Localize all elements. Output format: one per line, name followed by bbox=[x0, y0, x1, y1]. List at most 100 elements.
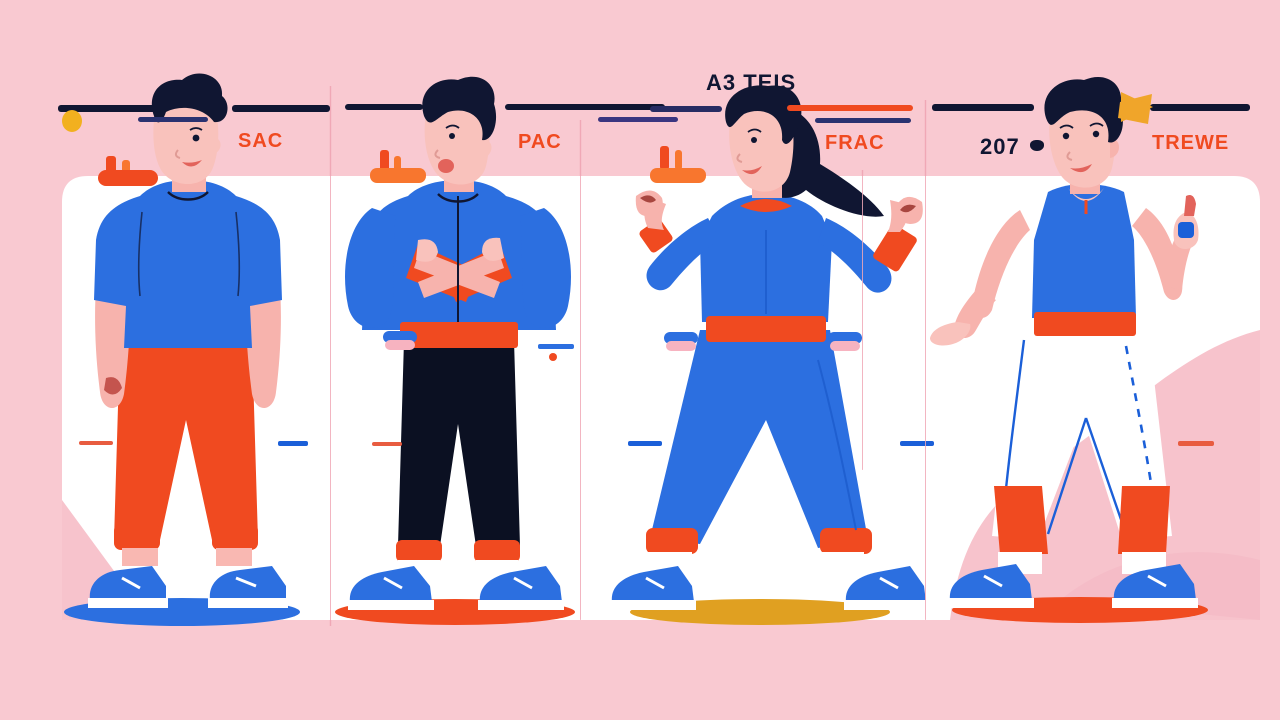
figure-4-mouth bbox=[1070, 164, 1092, 173]
figure-1-head bbox=[153, 104, 219, 185]
figure-4-tank bbox=[1032, 184, 1136, 318]
figure-4-eye-right bbox=[1092, 130, 1100, 138]
figure-3-hair-front bbox=[725, 85, 802, 144]
label-2: PAC bbox=[518, 131, 562, 153]
figure-3-waistband bbox=[706, 316, 826, 342]
figure-2-shoe-laces bbox=[383, 576, 533, 590]
figure-3-nails-left bbox=[640, 195, 656, 203]
label-4: FRAC bbox=[825, 132, 885, 154]
figure-1-brow bbox=[189, 127, 203, 131]
figure-1-shoe-left bbox=[89, 566, 166, 600]
figure-2-nose bbox=[434, 149, 441, 159]
pill-pink-3 bbox=[666, 341, 696, 351]
figure-4-legwarmer-left bbox=[994, 486, 1048, 554]
figure-4-tank-neck bbox=[1068, 188, 1104, 201]
figure-2-group bbox=[335, 76, 575, 625]
figure-1-shoe-left-sole bbox=[88, 598, 168, 608]
bar-4 bbox=[345, 104, 423, 110]
bar-7 bbox=[650, 106, 722, 112]
dash-orange-r bbox=[1178, 441, 1214, 446]
figure-3-collar bbox=[740, 199, 792, 212]
figure-2-sleeve-left bbox=[345, 208, 396, 329]
figure-3-cuff-arm-left bbox=[639, 219, 673, 253]
figure-3-arm-left bbox=[646, 218, 720, 291]
figure-2-shoe-right-sole bbox=[478, 600, 564, 610]
figure-2-barbell-icon bbox=[370, 150, 426, 183]
pill-pink-1 bbox=[385, 340, 415, 350]
figure-1-mouth bbox=[182, 160, 202, 167]
figure-3-group bbox=[610, 85, 930, 625]
figure-2-sleeve-right bbox=[520, 208, 571, 329]
figure-3-barbell-icon bbox=[650, 146, 706, 183]
figure-2-shoe-left bbox=[349, 566, 432, 602]
figure-2-hair bbox=[422, 76, 497, 141]
figure-3-mouth bbox=[742, 166, 762, 175]
figure-3-nails-right bbox=[900, 204, 916, 213]
bar-10 bbox=[932, 104, 1034, 111]
figure-1-cuff-right bbox=[212, 524, 258, 550]
bar-9 bbox=[815, 118, 911, 123]
figure-3-head bbox=[729, 106, 794, 192]
dash-orange-m bbox=[372, 442, 402, 446]
figure-4-shoe-laces bbox=[983, 574, 1167, 588]
figure-1-ear bbox=[212, 137, 221, 154]
figure-4-brow-left bbox=[1059, 124, 1074, 129]
figure-4-hair bbox=[1044, 76, 1123, 143]
dash-blue-m bbox=[628, 441, 662, 446]
figure-2-ear bbox=[484, 140, 492, 158]
figure-4-group bbox=[930, 76, 1208, 623]
figure-2-forearm-right bbox=[418, 250, 504, 298]
figure-3-shoe-right-sole bbox=[844, 600, 930, 610]
figure-3-shoe-left-sole bbox=[610, 600, 696, 610]
lane-4 bbox=[862, 170, 863, 470]
dot-navy bbox=[1030, 140, 1044, 151]
figure-2-shoe-left-sole bbox=[348, 600, 434, 610]
figure-1-group bbox=[64, 73, 300, 626]
dash-orange-l bbox=[79, 441, 113, 445]
figure-3-arm-right bbox=[818, 218, 892, 293]
figure-1-pants bbox=[114, 340, 258, 540]
figure-4-seam-mid bbox=[1046, 417, 1128, 535]
pill-pink-4 bbox=[830, 341, 860, 351]
figure-3-eye bbox=[751, 137, 757, 143]
figure-3-brow bbox=[747, 128, 762, 133]
figure-3-cuff-right bbox=[820, 528, 872, 554]
figure-2-mouth bbox=[438, 159, 454, 173]
figure-1-shoe-right-sole bbox=[208, 598, 288, 608]
lane-2 bbox=[580, 120, 581, 620]
figure-2-collar bbox=[437, 193, 479, 203]
bar-2 bbox=[232, 105, 330, 112]
label-1: SAC bbox=[238, 130, 284, 152]
figure-3-seam bbox=[817, 359, 857, 531]
figure-2-shoe-right bbox=[479, 566, 562, 602]
figure-2-eye bbox=[449, 133, 455, 139]
dot-yellow bbox=[62, 110, 82, 132]
pill-blue-2 bbox=[538, 344, 574, 349]
dot-orange-2 bbox=[549, 353, 557, 361]
figure-1-shoe-laces bbox=[121, 576, 257, 590]
figure-3-cuff-arm-right bbox=[873, 224, 917, 272]
figure-2-brow bbox=[445, 124, 460, 129]
figure-4-arm-left bbox=[972, 210, 1030, 318]
bar-1 bbox=[58, 105, 158, 112]
figure-1-sleeve-seam-right bbox=[235, 211, 241, 297]
figure-3-shoe-right bbox=[845, 566, 926, 602]
figure-1-cuff-left bbox=[114, 524, 160, 550]
bar-11 bbox=[1150, 104, 1250, 111]
flag-gold bbox=[1121, 92, 1153, 122]
lane-3 bbox=[925, 100, 926, 620]
figure-4-shoe-left-sole bbox=[948, 598, 1034, 608]
figure-4-finger-right bbox=[1184, 195, 1196, 216]
figure-4-shoe-left bbox=[949, 564, 1032, 600]
figure-4-ring bbox=[1178, 222, 1194, 238]
lane-1 bbox=[330, 86, 331, 626]
figure-4-ear bbox=[1110, 138, 1119, 158]
bar-3 bbox=[138, 117, 208, 122]
figure-2-hand-left bbox=[416, 239, 438, 262]
figure-2-ankle-left bbox=[396, 540, 442, 562]
figure-4-shoe-right-sole bbox=[1112, 598, 1198, 608]
figure-1-nose bbox=[174, 149, 181, 159]
figure-4-waistband bbox=[1034, 312, 1136, 336]
figure-2-waistband bbox=[400, 322, 518, 348]
